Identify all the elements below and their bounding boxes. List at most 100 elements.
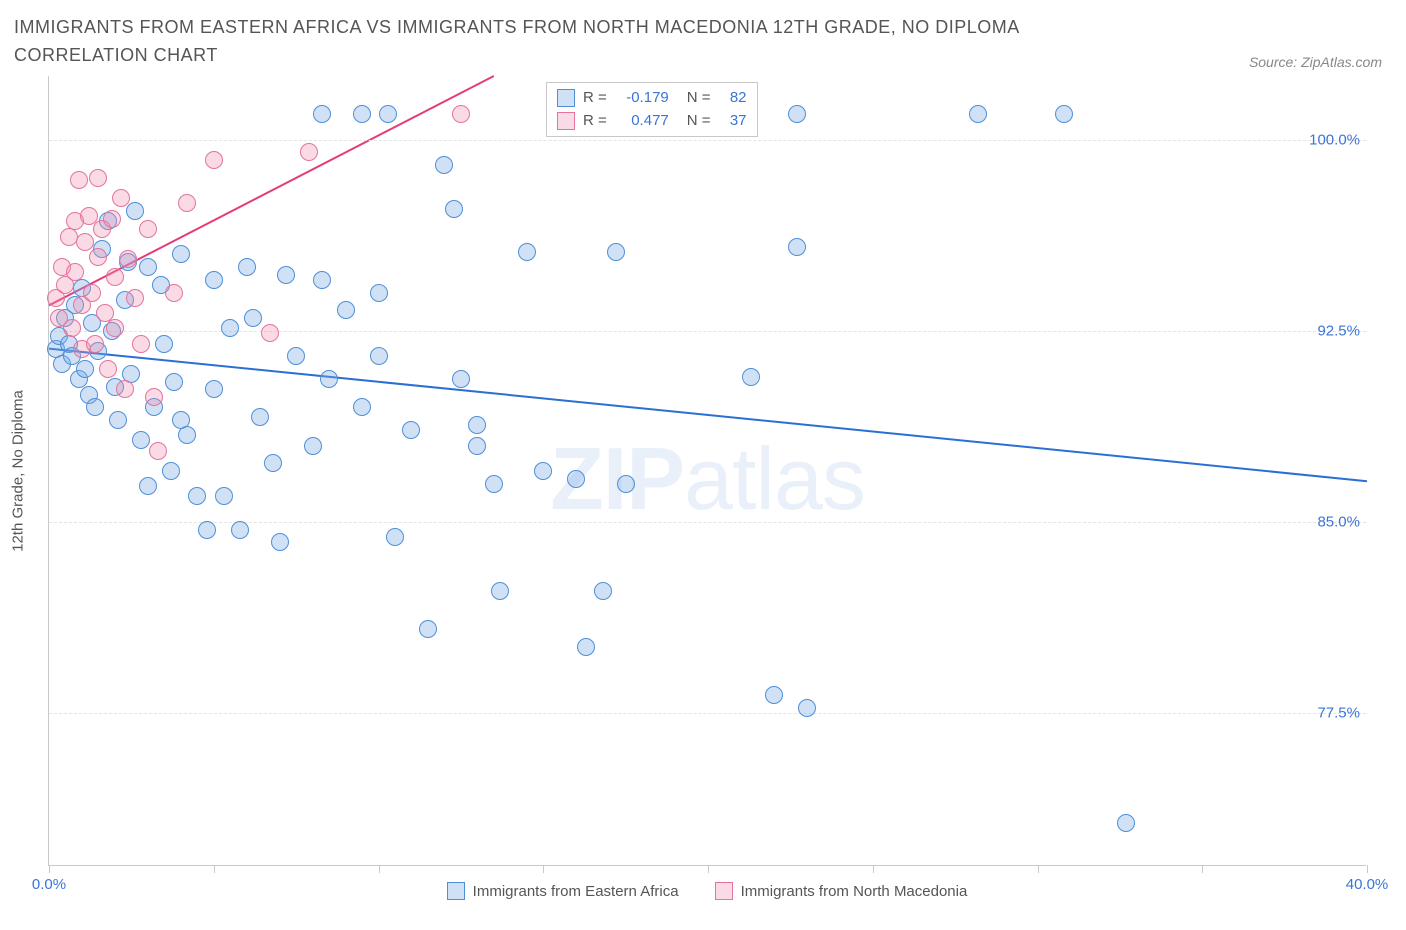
data-point xyxy=(370,347,388,365)
data-point xyxy=(1117,814,1135,832)
ytick-label: 100.0% xyxy=(1309,131,1360,148)
n-value: 82 xyxy=(719,87,747,110)
data-point xyxy=(320,370,338,388)
legend-swatch xyxy=(447,882,465,900)
legend-item: Immigrants from Eastern Africa xyxy=(447,882,679,900)
data-point xyxy=(313,271,331,289)
data-point xyxy=(244,309,262,327)
data-point xyxy=(89,169,107,187)
data-point xyxy=(518,243,536,261)
data-point xyxy=(607,243,625,261)
xtick xyxy=(214,865,215,873)
gridline xyxy=(49,713,1366,714)
data-point xyxy=(788,238,806,256)
data-point xyxy=(205,271,223,289)
data-point xyxy=(485,475,503,493)
data-point xyxy=(99,360,117,378)
xtick xyxy=(1202,865,1203,873)
data-point xyxy=(188,487,206,505)
xtick xyxy=(49,865,50,873)
ytick-label: 92.5% xyxy=(1317,322,1360,339)
correlation-box: R =-0.179N =82R =0.477N =37 xyxy=(546,82,758,137)
data-point xyxy=(594,582,612,600)
data-point xyxy=(126,289,144,307)
data-point xyxy=(165,373,183,391)
data-point xyxy=(172,245,190,263)
plot-area: ZIPatlas 77.5%85.0%92.5%100.0%0.0%40.0% xyxy=(48,76,1366,866)
correlation-row: R =0.477N =37 xyxy=(557,110,747,133)
data-point xyxy=(178,426,196,444)
data-point xyxy=(116,380,134,398)
data-point xyxy=(277,266,295,284)
data-point xyxy=(103,210,121,228)
data-point xyxy=(86,335,104,353)
n-label: N = xyxy=(687,110,711,133)
data-point xyxy=(63,319,81,337)
xtick xyxy=(873,865,874,873)
trend-lines-layer xyxy=(49,76,1366,865)
data-point xyxy=(300,143,318,161)
data-point xyxy=(271,533,289,551)
correlation-row: R =-0.179N =82 xyxy=(557,87,747,110)
data-point xyxy=(86,398,104,416)
legend-label: Immigrants from Eastern Africa xyxy=(473,883,679,900)
data-point xyxy=(215,487,233,505)
legend-label: Immigrants from North Macedonia xyxy=(741,883,968,900)
legend-swatch xyxy=(557,112,575,130)
r-label: R = xyxy=(583,110,607,133)
data-point xyxy=(435,156,453,174)
data-point xyxy=(165,284,183,302)
data-point xyxy=(126,202,144,220)
data-point xyxy=(261,324,279,342)
data-point xyxy=(386,528,404,546)
ytick-label: 85.0% xyxy=(1317,513,1360,530)
data-point xyxy=(89,248,107,266)
xtick xyxy=(1367,865,1368,873)
data-point xyxy=(1055,105,1073,123)
xtick xyxy=(1038,865,1039,873)
data-point xyxy=(76,233,94,251)
data-point xyxy=(251,408,269,426)
data-point xyxy=(313,105,331,123)
data-point xyxy=(231,521,249,539)
data-point xyxy=(468,437,486,455)
legend-swatch xyxy=(557,89,575,107)
data-point xyxy=(567,470,585,488)
data-point xyxy=(155,335,173,353)
data-point xyxy=(221,319,239,337)
data-point xyxy=(419,620,437,638)
bottom-legend: Immigrants from Eastern Africa Immigrants… xyxy=(48,882,1366,900)
data-point xyxy=(337,301,355,319)
data-point xyxy=(534,462,552,480)
data-point xyxy=(452,370,470,388)
legend-item: Immigrants from North Macedonia xyxy=(715,882,968,900)
data-point xyxy=(468,416,486,434)
data-point xyxy=(76,360,94,378)
n-label: N = xyxy=(687,87,711,110)
data-point xyxy=(178,194,196,212)
data-point xyxy=(491,582,509,600)
trend-line xyxy=(49,349,1367,482)
legend-swatch xyxy=(715,882,733,900)
y-axis-label: 12th Grade, No Diploma xyxy=(10,390,27,552)
gridline xyxy=(49,140,1366,141)
data-point xyxy=(577,638,595,656)
ytick-label: 77.5% xyxy=(1317,705,1360,722)
data-point xyxy=(162,462,180,480)
data-point xyxy=(109,411,127,429)
data-point xyxy=(149,442,167,460)
data-point xyxy=(353,105,371,123)
data-point xyxy=(445,200,463,218)
data-point xyxy=(304,437,322,455)
title-bar: IMMIGRANTS FROM EASTERN AFRICA VS IMMIGR… xyxy=(0,0,1406,76)
r-value: 0.477 xyxy=(615,110,669,133)
data-point xyxy=(353,398,371,416)
xtick xyxy=(543,865,544,873)
data-point xyxy=(139,220,157,238)
data-point xyxy=(798,699,816,717)
source-label: Source: ZipAtlas.com xyxy=(1249,54,1382,70)
data-point xyxy=(617,475,635,493)
data-point xyxy=(119,250,137,268)
data-point xyxy=(370,284,388,302)
data-point xyxy=(139,258,157,276)
